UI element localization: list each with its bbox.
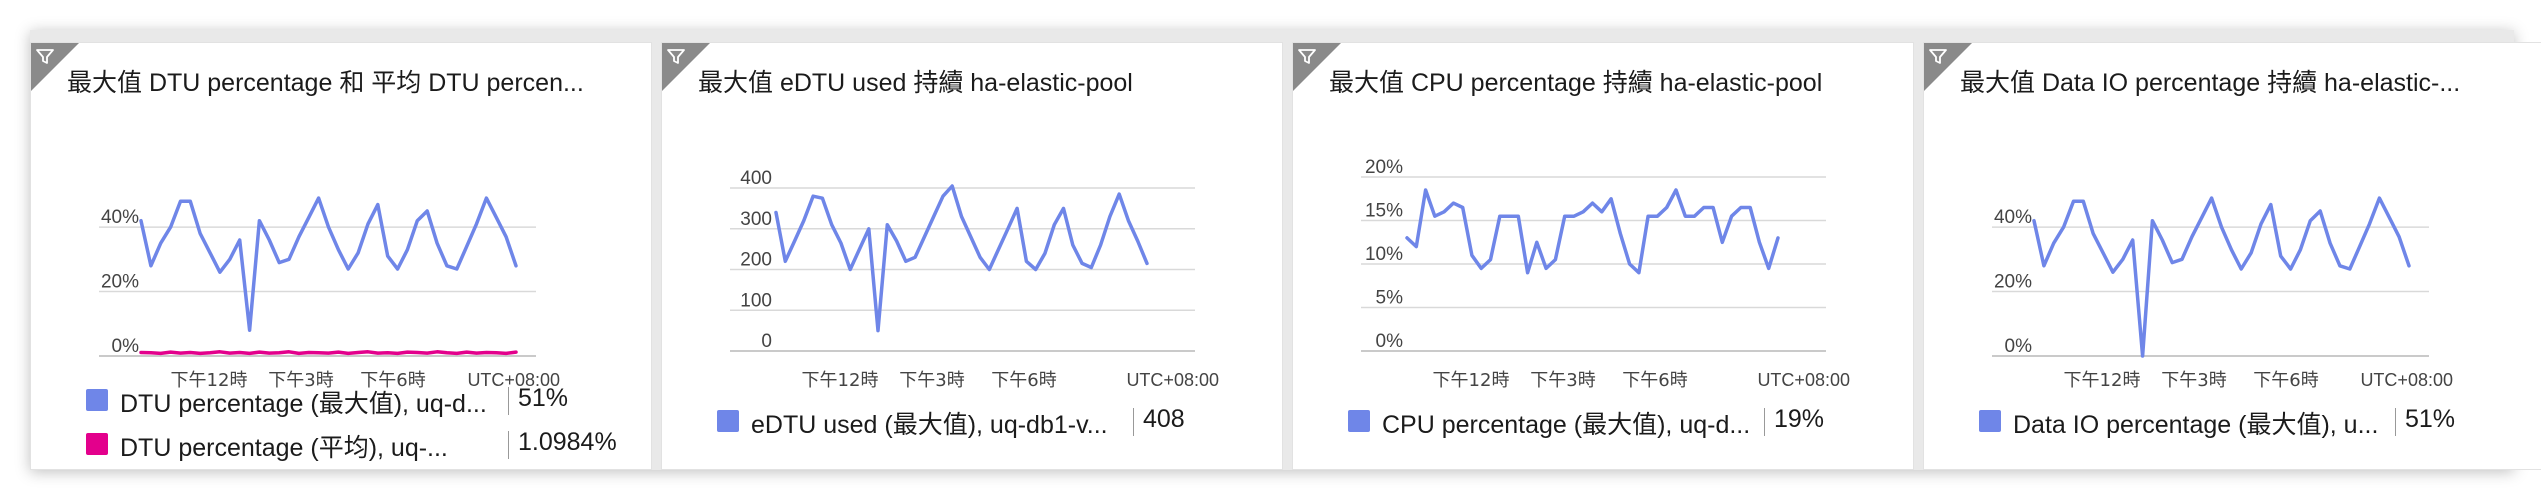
legend-divider (1133, 408, 1134, 436)
y-tick-label: 20% (101, 272, 139, 293)
x-unit-label: UTC+08:00 (1126, 370, 1219, 390)
y-tick-label: 100 (740, 290, 772, 311)
tile-title: 最大值 Data IO percentage 持續 ha-elastic-... (1960, 69, 2461, 97)
legend-value: 1.0984% (518, 428, 617, 456)
y-tick-label: 10% (1365, 244, 1403, 265)
y-tick-label: 0% (2005, 336, 2033, 357)
legend-series-name: DTU percentage (最大值), uq-d... (120, 390, 487, 418)
y-tick-label: 0% (112, 336, 140, 357)
y-tick-label: 40% (101, 207, 139, 228)
y-tick-label: 0 (761, 331, 772, 352)
y-tick-label: 20% (1365, 157, 1403, 178)
legend-swatch (717, 410, 739, 432)
x-tick-label: 下午12時 (802, 370, 879, 391)
legend-series-name: DTU percentage (平均), uq-... (120, 434, 448, 462)
legend-value: 19% (1774, 405, 1825, 433)
x-tick-label: 下午12時 (1433, 370, 1510, 391)
legend-divider (1764, 408, 1765, 436)
legend-value: 51% (518, 384, 569, 412)
y-tick-label: 5% (1376, 288, 1404, 309)
tile-title: 最大值 CPU percentage 持續 ha-elastic-pool (1329, 69, 1823, 97)
chart-legend: Data IO percentage (最大值), u... 51% (1979, 400, 2539, 444)
y-tick-label: 15% (1365, 201, 1403, 222)
legend-item[interactable]: DTU percentage (最大值), uq-d... 51% (86, 379, 646, 423)
legend-item[interactable]: eDTU used (最大值), uq-db1-v... 408 (717, 400, 1277, 444)
legend-item[interactable]: CPU percentage (最大值), uq-d... 19% (1348, 400, 1908, 444)
line-chart: 0% 20% 40% 下午12時 下午3時 下午6時 UTC+08:00 (1992, 196, 2453, 391)
filter-icon[interactable] (666, 47, 686, 67)
line-chart: 0% 5% 10% 15% 20% 下午12時 下午3時 下午6時 UTC+08:00 (1361, 157, 1850, 391)
legend-swatch (86, 433, 108, 455)
line-chart: 0% 20% 40% 下午12時 下午3時 下午6時 UTC+08:00 (99, 196, 560, 391)
metric-tile-dtu[interactable]: 最大值 DTU percentage 和 平均 DTU percen... 0%… (30, 42, 652, 470)
legend-divider (508, 431, 509, 459)
series-line (139, 196, 518, 332)
legend-series-name: eDTU used (最大值), uq-db1-v... (751, 411, 1108, 439)
chart-legend: CPU percentage (最大值), uq-d... 19% (1348, 400, 1908, 444)
x-unit-label: UTC+08:00 (467, 370, 560, 390)
x-tick-label: 下午6時 (360, 370, 425, 391)
x-tick-label: 下午3時 (268, 370, 333, 391)
dashboard-strip: 最大值 DTU percentage 和 平均 DTU percen... 0%… (30, 30, 2541, 470)
tile-title: 最大值 DTU percentage 和 平均 DTU percen... (67, 69, 584, 97)
chart-legend: eDTU used (最大值), uq-db1-v... 408 (717, 400, 1277, 444)
legend-swatch (1348, 410, 1370, 432)
y-tick-label: 20% (1994, 272, 2032, 293)
filter-icon[interactable] (1928, 47, 1948, 67)
metric-tile-edtu[interactable]: 最大值 eDTU used 持續 ha-elastic-pool 0 100 200… (661, 42, 1283, 470)
metric-tile-dataio[interactable]: 最大值 Data IO percentage 持續 ha-elastic-...… (1923, 42, 2541, 470)
tile-title: 最大值 eDTU used 持續 ha-elastic-pool (698, 69, 1133, 97)
legend-divider (508, 387, 509, 415)
x-unit-label: UTC+08:00 (1757, 370, 1850, 390)
filter-icon[interactable] (35, 47, 55, 67)
x-tick-label: 下午6時 (2253, 370, 2318, 391)
x-tick-label: 下午12時 (2064, 370, 2141, 391)
legend-value: 408 (1143, 405, 1185, 433)
x-tick-label: 下午3時 (899, 370, 964, 391)
x-tick-label: 下午12時 (171, 370, 248, 391)
y-tick-label: 300 (740, 209, 772, 230)
series-line (139, 350, 518, 356)
series-line (1405, 188, 1780, 275)
series-line (2032, 196, 2411, 358)
chart-legend: DTU percentage (最大值), uq-d... 51% DTU pe… (86, 379, 646, 467)
y-tick-label: 40% (1994, 207, 2032, 228)
x-unit-label: UTC+08:00 (2360, 370, 2453, 390)
y-tick-label: 0% (1376, 331, 1404, 352)
metric-tile-cpu[interactable]: 最大值 CPU percentage 持續 ha-elastic-pool 0%… (1292, 42, 1914, 470)
series-line (774, 184, 1149, 333)
legend-value: 51% (2405, 405, 2456, 433)
x-tick-label: 下午6時 (991, 370, 1056, 391)
filter-icon[interactable] (1297, 47, 1317, 67)
legend-series-name: CPU percentage (最大值), uq-d... (1382, 411, 1751, 439)
legend-swatch (1979, 410, 2001, 432)
x-tick-label: 下午3時 (1530, 370, 1595, 391)
line-chart: 0 100 200 300 400 下午12時 下午3時 下午6時 UTC+08:00 (730, 168, 1219, 391)
y-tick-label: 200 (740, 250, 772, 271)
x-tick-label: 下午3時 (2161, 370, 2226, 391)
legend-divider (2395, 408, 2396, 436)
legend-swatch (86, 389, 108, 411)
x-tick-label: 下午6時 (1622, 370, 1687, 391)
legend-item[interactable]: Data IO percentage (最大值), u... 51% (1979, 400, 2539, 444)
y-tick-label: 400 (740, 168, 772, 189)
legend-series-name: Data IO percentage (最大值), u... (2013, 411, 2379, 439)
legend-item[interactable]: DTU percentage (平均), uq-... 1.0984% (86, 423, 646, 467)
